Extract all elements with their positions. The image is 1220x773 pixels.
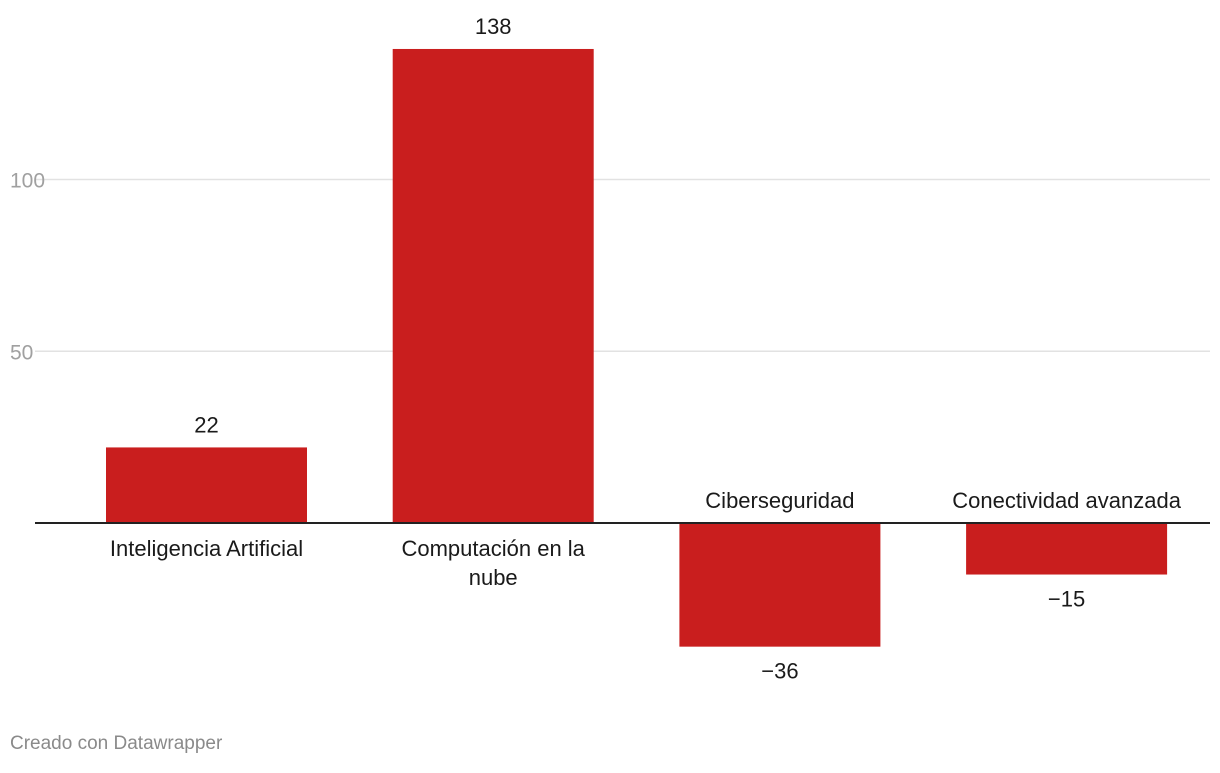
bar-value-label: 138 xyxy=(475,14,512,39)
bar-value-label: −36 xyxy=(761,659,798,684)
bar[interactable] xyxy=(679,523,881,647)
credit-footer[interactable]: Creado con Datawrapper xyxy=(10,733,223,754)
category-label: Computación en la nube xyxy=(401,536,585,590)
y-tick-label: 100 xyxy=(10,170,45,193)
bar-value-label: 22 xyxy=(194,412,218,437)
bar[interactable] xyxy=(966,523,1168,575)
bars xyxy=(106,48,1168,647)
bar-value-label: −15 xyxy=(1048,587,1085,612)
category-label: Inteligencia Artificial xyxy=(110,536,303,561)
category-label: Ciberseguridad xyxy=(705,488,854,513)
y-tick-label: 50 xyxy=(10,341,33,364)
labels: 50 100 22 Inteligencia Artificial 138 Computa… xyxy=(10,14,1182,684)
gridlines xyxy=(35,178,1210,352)
bar[interactable] xyxy=(106,447,307,523)
bar[interactable] xyxy=(392,48,594,523)
category-label: Conectividad avanzada xyxy=(952,488,1181,513)
